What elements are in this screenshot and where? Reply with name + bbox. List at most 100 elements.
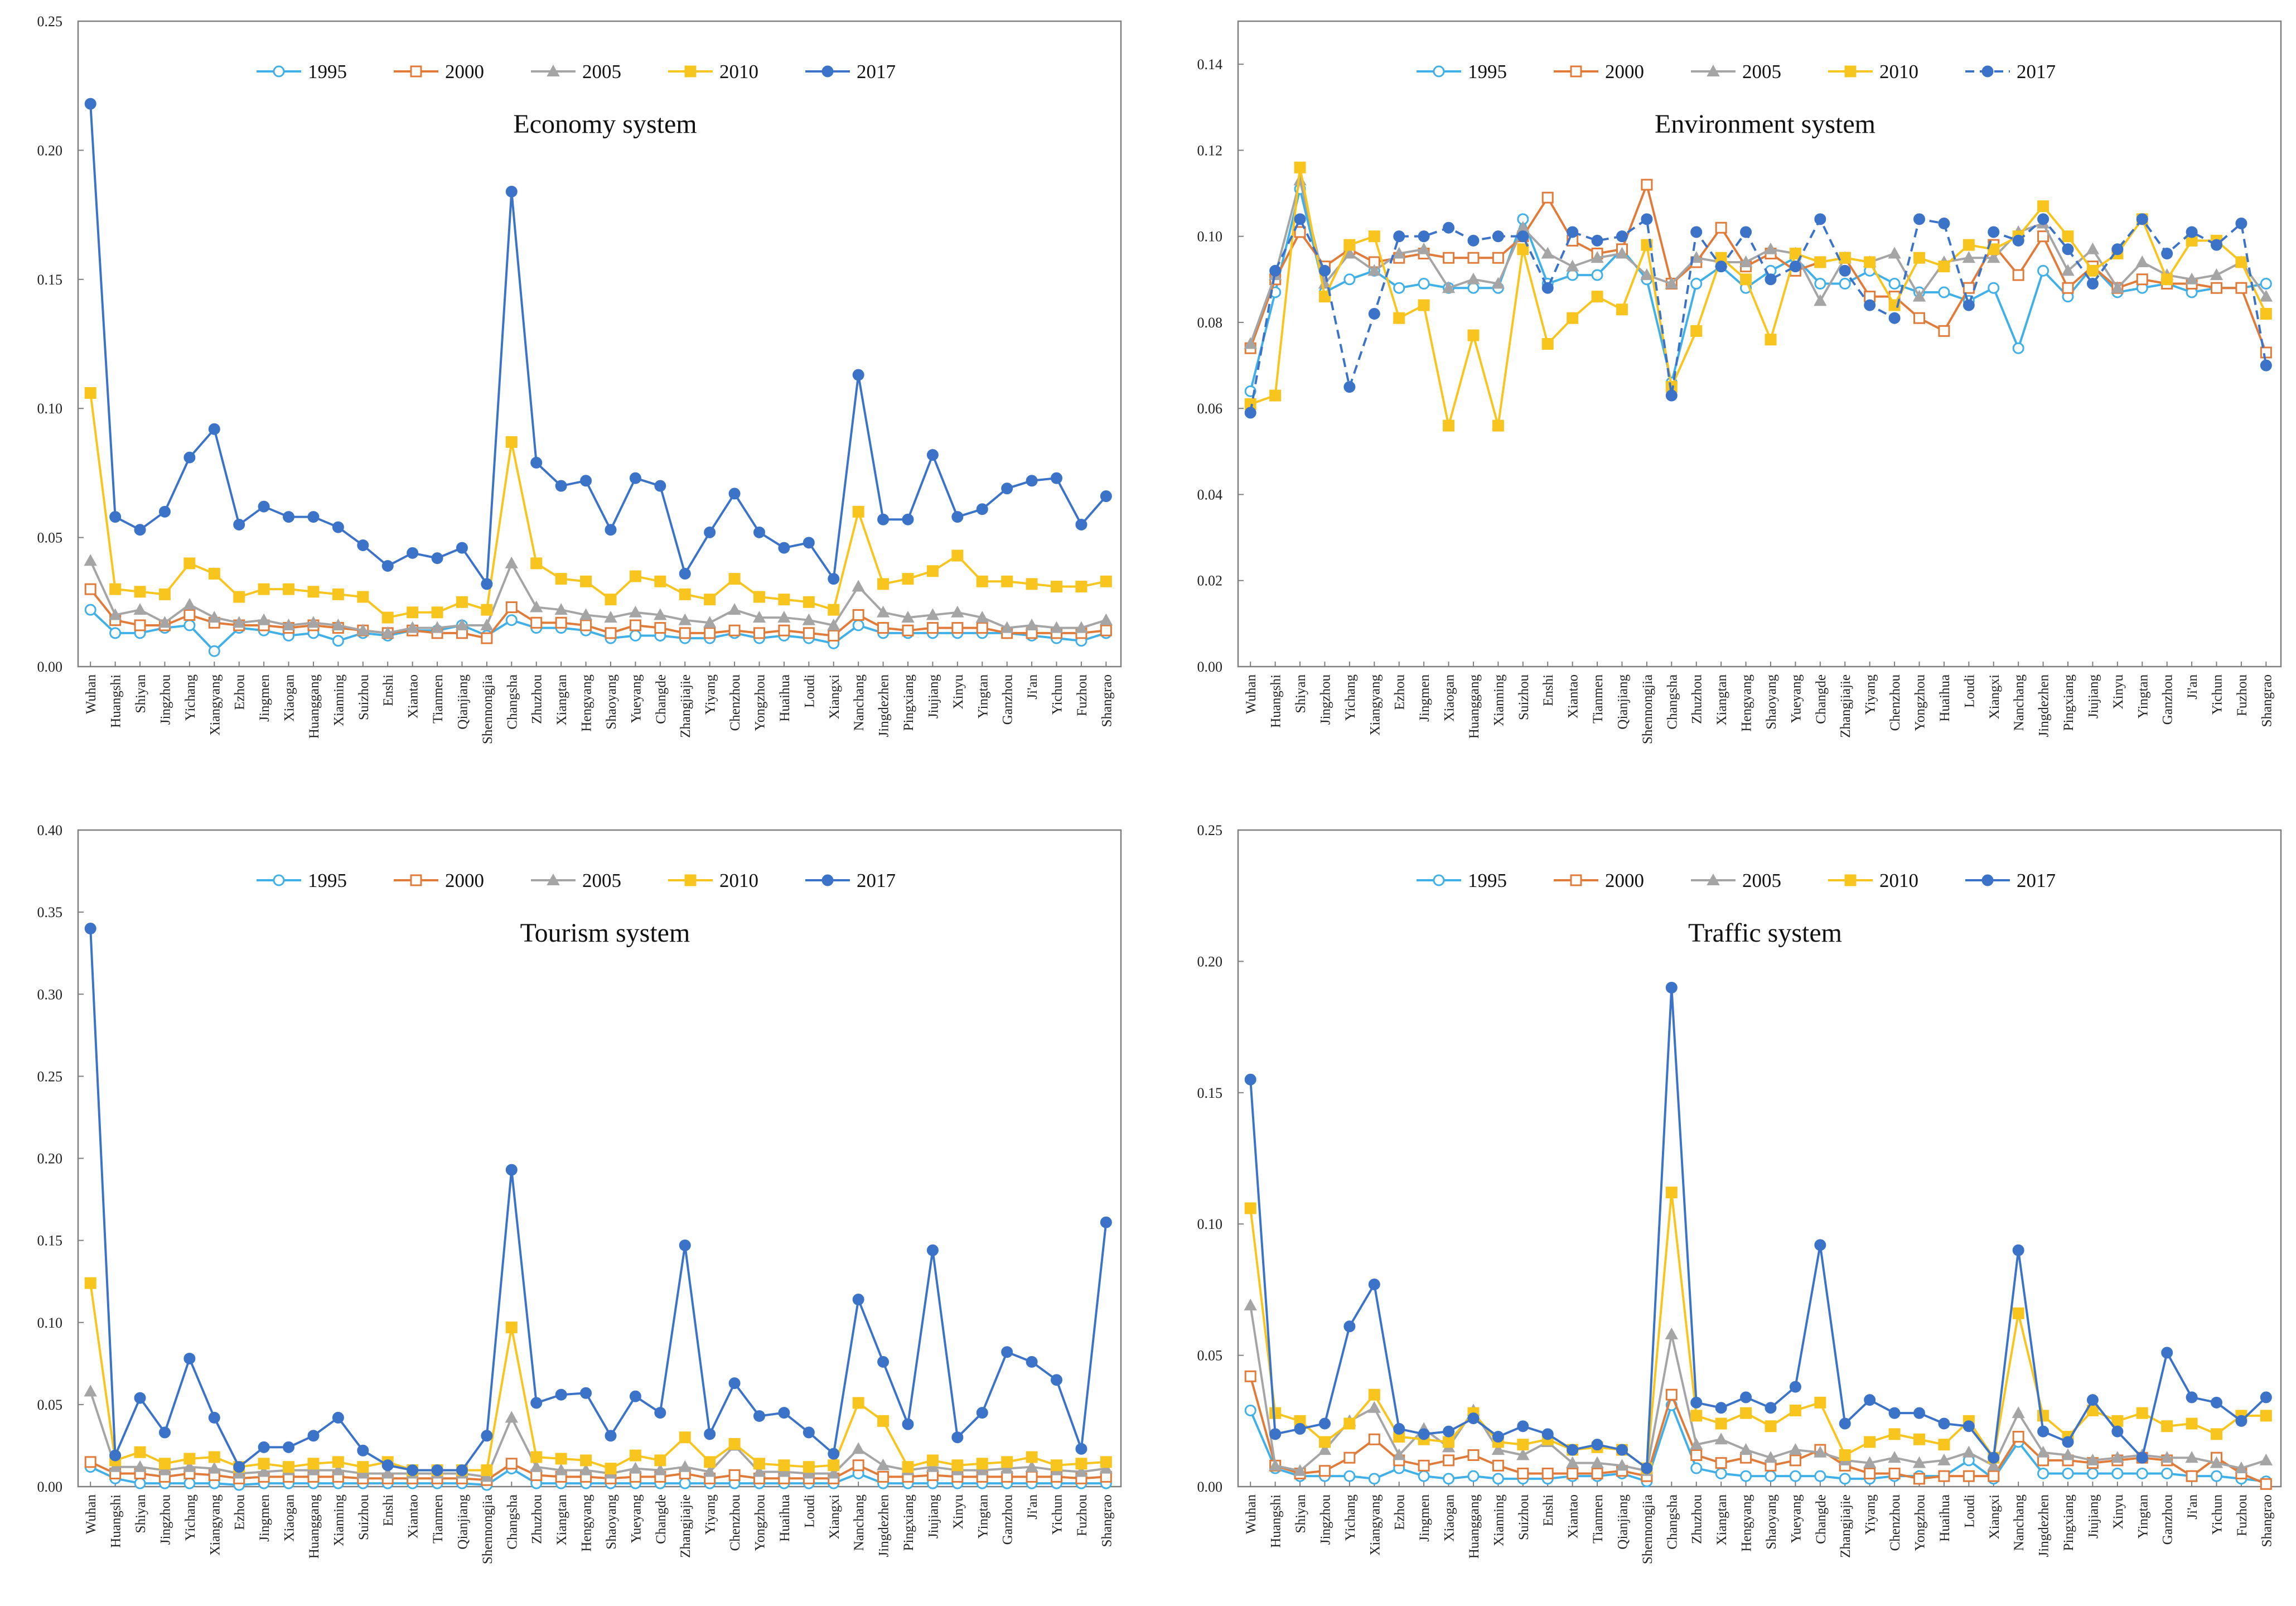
environment-system-x-label-jingdezhen: Jingdezhen <box>2037 674 2052 737</box>
tourism-system-line-2017 <box>89 928 1108 1472</box>
environment-system-point-2000-xianning <box>1492 252 1504 264</box>
economy-system-point-2017-jingmen <box>258 500 270 513</box>
tourism-system-x-label-shiyan: Shiyan <box>133 1494 148 1533</box>
economy-system-legend-marker-1995 <box>273 65 285 78</box>
tourism-system-point-2017-huaihua <box>778 1407 790 1419</box>
environment-system-series-2000 <box>1244 179 2272 359</box>
environment-system-x-label-xiangxi: Xiangxi <box>1987 674 2002 720</box>
environment-system-point-2017-huaihua <box>1938 218 1950 230</box>
environment-system-y-tick-label: 0.12 <box>1197 142 1223 158</box>
environment-system-x-label-jingzhou: Jingzhou <box>1318 674 1333 725</box>
tourism-system-x-label-yingtan: Yingtan <box>975 1494 990 1539</box>
traffic-system-point-2005-ezhou <box>1393 1448 1406 1460</box>
environment-system-point-1995-nanchang <box>2012 342 2024 354</box>
economy-system-point-2000-shangrao <box>1100 624 1112 636</box>
environment-system-point-2005-pingxiang <box>2061 264 2075 276</box>
tourism-system-legend-label-2017: 2017 <box>857 870 896 891</box>
environment-system-point-2000-yichun <box>2211 282 2223 294</box>
environment-system-x-label-ezhou: Ezhou <box>1393 674 1408 710</box>
economy-system-point-1995-xiangyang <box>208 645 220 657</box>
traffic-system-x-label-jiujiang: Jiujiang <box>2086 1494 2101 1539</box>
tourism-system-point-2005-ganzhou <box>1000 1462 1014 1474</box>
environment-system-point-2005-shangrao <box>2259 290 2273 302</box>
traffic-system-point-2010-huaihua <box>1938 1439 1950 1451</box>
environment-system-point-2010-tianmen <box>1591 291 1603 303</box>
traffic-system-point-2000-xiaogan <box>1443 1454 1455 1467</box>
economy-system-legend: 1995 2000 2005 2010 2017 <box>257 61 896 83</box>
traffic-system-point-2017-yueyang <box>1789 1381 1801 1393</box>
environment-system-x-label-zhuzhou: Zhuzhou <box>1690 674 1705 724</box>
economy-system-point-2000-zhuzhou <box>530 616 543 629</box>
tourism-system-point-2017-shaoyang <box>605 1430 617 1442</box>
tourism-system-x-label-yiyang: Yiyang <box>703 1494 718 1535</box>
economy-system-legend-label-2017: 2017 <box>857 61 896 83</box>
environment-system-title: Environment system <box>1655 109 1876 139</box>
environment-system-point-2010-xianning <box>1492 419 1504 432</box>
economy-system-point-2010-xinyu <box>951 549 964 562</box>
tourism-system-point-2005-zhangjiajie <box>678 1460 692 1472</box>
traffic-system-point-2017-fuzhou <box>2235 1415 2247 1427</box>
traffic-system-point-2005-xinyu <box>2111 1451 2124 1463</box>
traffic-system-x-label-xiaogan: Xiaogan <box>1442 1494 1457 1542</box>
tourism-system-x-label-zhangjiajie: Zhangjiajie <box>678 1494 693 1558</box>
economy-system-y-tick-label: 0.20 <box>37 142 63 158</box>
environment-system-x-label-tianmen: Tianmen <box>1591 674 1606 724</box>
environment-system-y-tick-label: 0.06 <box>1197 401 1223 417</box>
economy-system-point-2005-xianning <box>331 618 345 630</box>
traffic-system-x-label-yueyang: Yueyang <box>1789 1494 1804 1544</box>
tourism-system-point-2010-huanggang <box>307 1458 320 1470</box>
traffic-system-point-2010-yongzhou <box>1913 1433 1925 1445</box>
environment-system-point-2010-pingxiang <box>2062 230 2074 243</box>
economy-system-point-2017-hengyang <box>580 475 592 487</box>
environment-system-point-2010-enshi <box>1541 338 1554 350</box>
traffic-system-point-1995-yingtan <box>2136 1467 2148 1479</box>
environment-system-point-2005-loudi <box>1962 251 1976 263</box>
environment-system-point-2010-ezhou <box>1393 312 1405 324</box>
economy-system-point-2005-jiujiang <box>926 608 940 620</box>
environment-system-point-2005-ezhou <box>1393 247 1406 259</box>
tourism-system-legend-label-1995: 1995 <box>308 870 347 891</box>
tourism-system-point-2017-yiyang <box>704 1428 716 1440</box>
traffic-system-x-label-jingzhou: Jingzhou <box>1318 1494 1333 1545</box>
traffic-system-point-2000-xiangxi <box>1988 1470 2000 1482</box>
tourism-system-x-label-enshi: Enshi <box>381 1494 396 1526</box>
traffic-system-point-1995-yichun <box>2211 1470 2223 1482</box>
tourism-system-point-2005-suizhou <box>356 1467 370 1479</box>
tourism-system-x-label-xiangtan: Xiangtan <box>554 1494 569 1546</box>
economy-system-point-1995-yichang <box>183 619 196 631</box>
tourism-system-series-2017 <box>84 923 1112 1477</box>
tourism-system-point-2010-jiujiang <box>926 1454 939 1467</box>
tourism-system-point-2005-ezhou <box>233 1467 246 1479</box>
tourism-system-x-label-xianning: Xianning <box>331 1494 346 1547</box>
environment-system-legend-marker-2000 <box>1570 65 1582 78</box>
economy-system-point-2010-yongzhou <box>753 591 765 603</box>
traffic-system-point-2005-pingxiang <box>2061 1448 2075 1460</box>
economy-system-point-2010-shaoyang <box>605 594 617 606</box>
economy-system-point-1995-xianning <box>332 635 344 647</box>
tourism-system-point-2005-yingtan <box>975 1463 989 1475</box>
tourism-system-point-2017-nanchang <box>852 1294 864 1306</box>
traffic-system-point-2017-yichun <box>2211 1396 2223 1409</box>
environment-system-point-2010-jiujiang <box>2086 264 2099 277</box>
environment-system-x-label-yingtan: Yingtan <box>2135 674 2150 719</box>
environment-system-point-2017-yongzhou <box>1913 213 1925 225</box>
environment-system-point-2010-huanggang <box>1467 329 1480 341</box>
tourism-system-legend-label-2005: 2005 <box>582 870 621 891</box>
tourism-system-point-2017-huangshi <box>109 1449 122 1462</box>
environment-system-x-label-loudi: Loudi <box>1962 674 1977 708</box>
economy-system-point-2017-jiujiang <box>926 449 939 461</box>
tourism-system-y-tick-label: 0.15 <box>37 1233 63 1249</box>
traffic-system-legend-marker-2000 <box>1570 874 1582 886</box>
economy-system-point-2010-jiujiang <box>926 565 939 577</box>
economy-system-point-2010-huangshi <box>109 583 122 595</box>
economy-system-x-label-fuzhou: Fuzhou <box>1075 674 1090 717</box>
tourism-system-point-2005-xiangxi <box>827 1467 840 1479</box>
traffic-system-point-1995-huanggang <box>1467 1470 1480 1482</box>
environment-system-point-2005-yongzhou <box>1912 290 1926 302</box>
tourism-system-point-2005-zhuzhou <box>530 1460 543 1472</box>
traffic-system-point-2005-nanchang <box>2012 1406 2025 1419</box>
traffic-system-point-2000-huanggang <box>1467 1449 1480 1462</box>
traffic-system-x-label-xiangtan: Xiangtan <box>1714 1494 1729 1546</box>
tourism-system-point-2005-xianning <box>331 1463 345 1475</box>
economy-system-point-2010-enshi <box>381 611 394 624</box>
